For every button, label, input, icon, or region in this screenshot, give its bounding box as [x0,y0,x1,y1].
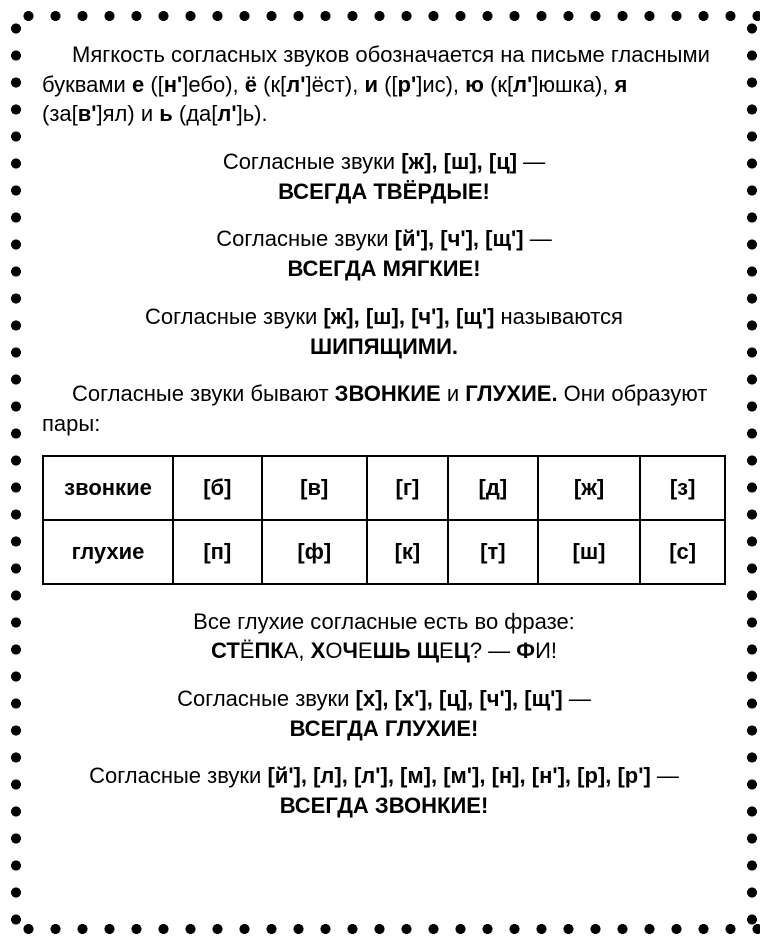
table-cell: [з] [640,456,725,520]
intro-text: (за[ [42,101,78,126]
intro-bold: я [615,72,628,97]
pairs-bold: ЗВОНКИЕ [335,381,441,406]
pairs-text: и [441,381,466,406]
table-cell: [ф] [262,520,367,584]
pairs-bold: ГЛУХИЕ. [465,381,557,406]
intro-bold: в' [78,101,97,126]
table-row: звонкие [б] [в] [г] [д] [ж] [з] [43,456,725,520]
pairs-text: Согласные звуки бывают [72,381,335,406]
table-cell: [п] [173,520,262,584]
intro-text: (к[ [484,72,513,97]
pairs-paragraph: Согласные звуки бывают ЗВОНКИЕ и ГЛУХИЕ.… [42,379,726,438]
table-row: глухие [п] [ф] [к] [т] [ш] [с] [43,520,725,584]
phrase-text: Е [358,638,373,663]
table-cell: [к] [367,520,448,584]
voiced-dash: — [651,763,679,788]
hard-list: [ж], [ш], [ц] [401,149,517,174]
row-label: звонкие [43,456,173,520]
phrase-intro: Все глухие согласные есть во фразе: [193,609,575,634]
phrase-bold: ШЬ Щ [373,638,439,663]
hard-label: ВСЕГДА ТВЁРДЫЕ! [278,179,490,204]
intro-paragraph: Мягкость согласных звуков обозначается н… [42,40,726,129]
phrase-text: И! [535,638,557,663]
page-content: Мягкость согласных звуков обозначается н… [42,40,726,905]
border-left [8,8,24,937]
table-cell: [б] [173,456,262,520]
phrase-text: Ё [240,638,255,663]
phrase-text: Е [439,638,454,663]
mnemonic-phrase-block: Все глухие согласные есть во фразе: СТЁП… [42,607,726,666]
phrase-text: А, [284,638,311,663]
table-cell: [ж] [538,456,641,520]
voiced-list: [й'], [л], [л'], [м], [м'], [н], [н'], [… [267,763,650,788]
deaf-prefix: Согласные звуки [177,686,355,711]
voiced-prefix: Согласные звуки [89,763,267,788]
deaf-label: ВСЕГДА ГЛУХИЕ! [290,716,479,741]
hard-prefix: Согласные звуки [223,149,401,174]
intro-bold: ь [159,101,173,126]
intro-bold: л' [286,72,305,97]
voiced-label: ВСЕГДА ЗВОНКИЕ! [280,793,489,818]
border-bottom [8,921,760,937]
phrase-bold: ПК [254,638,283,663]
soft-label: ВСЕГДА МЯГКИЕ! [287,256,480,281]
intro-bold: р' [398,72,417,97]
hard-dash: — [517,149,545,174]
soft-prefix: Согласные звуки [216,226,394,251]
intro-text: ]юшка), [532,72,614,97]
phrase-text: О [325,638,342,663]
phrase-text: ? — [470,638,516,663]
border-right [744,8,760,937]
intro-bold: л' [513,72,532,97]
hiss-suffix: называются [494,304,623,329]
table-cell: [г] [367,456,448,520]
intro-bold: е [132,72,144,97]
phrase-bold: Ч [342,638,357,663]
intro-bold: н' [164,72,183,97]
always-voiced-block: Согласные звуки [й'], [л], [л'], [м], [м… [42,761,726,820]
intro-bold: и [364,72,378,97]
intro-text: ]ёст), [305,72,364,97]
intro-text: ]ь). [237,101,268,126]
always-hard-block: Согласные звуки [ж], [ш], [ц] — ВСЕГДА Т… [42,147,726,206]
table-cell: [ш] [538,520,641,584]
intro-text: ([ [378,72,398,97]
deaf-list: [х], [х'], [ц], [ч'], [щ'] [356,686,563,711]
soft-list: [й'], [ч'], [щ'] [395,226,524,251]
hissing-block: Согласные звуки [ж], [ш], [ч'], [щ'] наз… [42,302,726,361]
table-cell: [с] [640,520,725,584]
intro-text: ([ [144,72,164,97]
soft-dash: — [524,226,552,251]
intro-bold: ю [465,72,484,97]
hiss-prefix: Согласные звуки [145,304,323,329]
border-top [8,8,760,24]
intro-text: (да[ [173,101,218,126]
hiss-label: ШИПЯЩИМИ. [310,334,458,359]
table-cell: [в] [262,456,367,520]
intro-text: ]ис), [416,72,465,97]
deaf-dash: — [563,686,591,711]
table-cell: [д] [448,456,538,520]
intro-bold: ё [245,72,257,97]
intro-text: ]ебо), [182,72,245,97]
hiss-list: [ж], [ш], [ч'], [щ'] [323,304,494,329]
row-label: глухие [43,520,173,584]
intro-text: ]ял) и [97,101,160,126]
intro-text: (к[ [257,72,286,97]
phrase-bold: СТ [211,638,240,663]
intro-bold: л' [217,101,236,126]
phrase-bold: Х [311,638,326,663]
table-cell: [т] [448,520,538,584]
always-soft-block: Согласные звуки [й'], [ч'], [щ'] — ВСЕГД… [42,224,726,283]
always-deaf-block: Согласные звуки [х], [х'], [ц], [ч'], [щ… [42,684,726,743]
consonant-pairs-table: звонкие [б] [в] [г] [д] [ж] [з] глухие [… [42,455,726,585]
phrase-bold: Ф [516,638,535,663]
phrase-bold: Ц [454,638,470,663]
